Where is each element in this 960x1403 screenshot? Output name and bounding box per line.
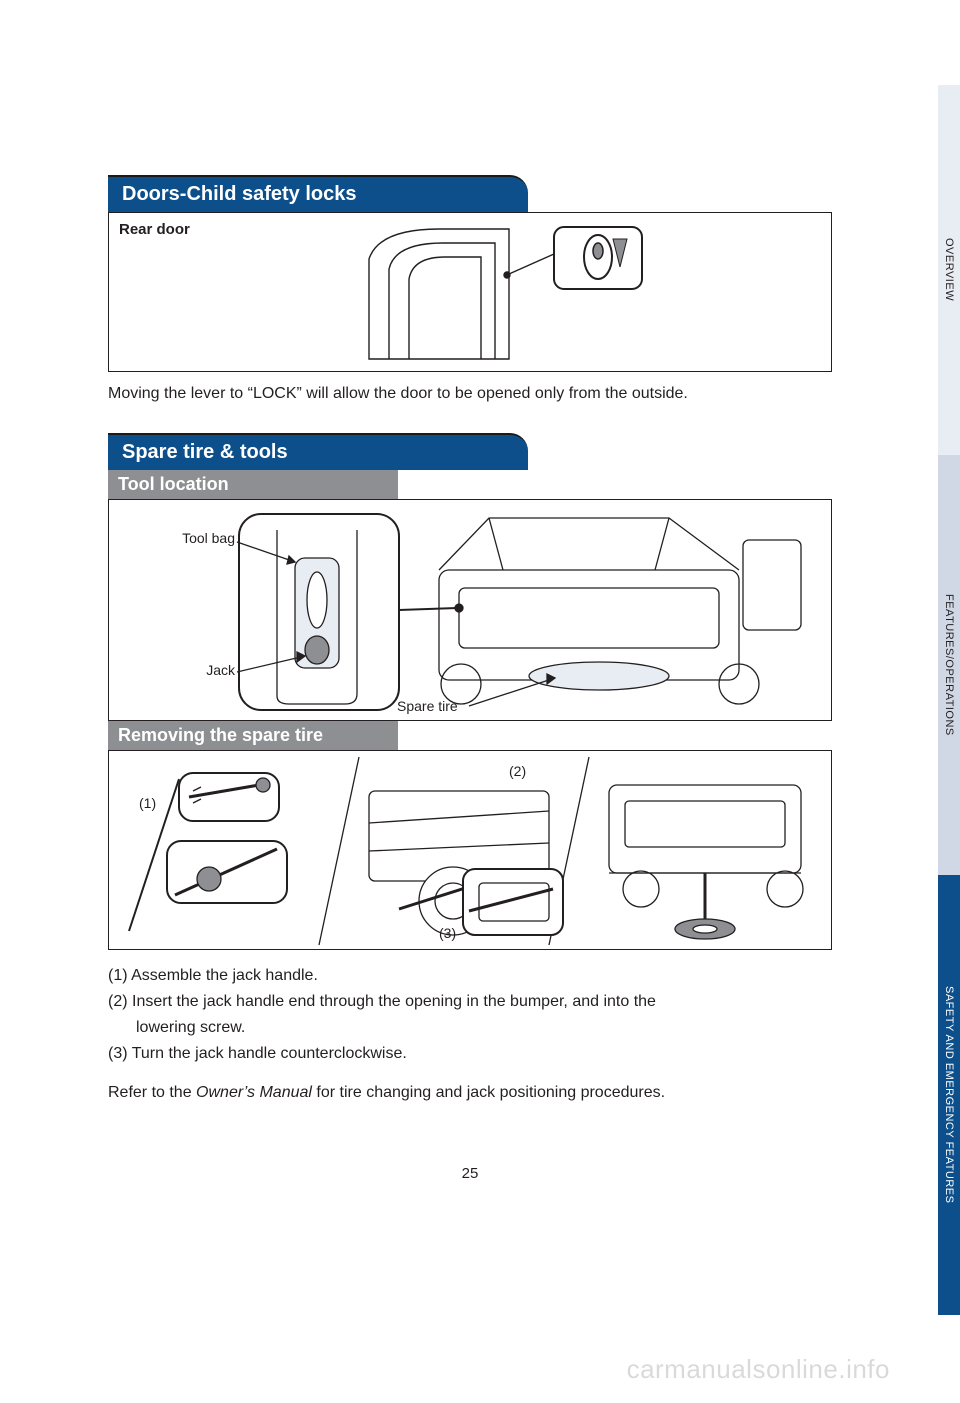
- figure-rear-door: Rear door: [108, 212, 832, 372]
- tab-overview: OVERVIEW: [938, 85, 960, 455]
- label-tool-bag: Tool bag: [167, 530, 235, 546]
- step-2b: lowering screw.: [108, 1016, 832, 1040]
- callout-1: (1): [139, 795, 156, 811]
- section-title-doors: Doors-Child safety locks: [108, 175, 528, 212]
- watermark: carmanualsonline.info: [627, 1354, 890, 1385]
- step-3: (3) Turn the jack handle counterclockwis…: [108, 1042, 832, 1066]
- step-2a: (2) Insert the jack handle end through t…: [108, 990, 832, 1014]
- illustration-removing-spare: [109, 751, 833, 951]
- refer-em: Owner’s Manual: [196, 1084, 312, 1101]
- subheader-tool-location: Tool location: [108, 470, 398, 499]
- label-spare-tire: Spare tire: [397, 698, 458, 714]
- figure-removing-spare: (1) (2) (3): [108, 750, 832, 950]
- page-content: Doors-Child safety locks Rear door Movin…: [108, 175, 832, 1102]
- section-title-spare: Spare tire & tools: [108, 433, 528, 470]
- label-jack: Jack: [199, 662, 235, 678]
- refer-pre: Refer to the: [108, 1084, 196, 1101]
- callout-2: (2): [509, 763, 526, 779]
- illustration-door-lock: [349, 219, 649, 367]
- tab-features: FEATURES/OPERATIONS: [938, 455, 960, 875]
- page-number: 25: [108, 1165, 832, 1182]
- callout-3: (3): [439, 925, 456, 941]
- label-rear-door: Rear door: [119, 221, 190, 238]
- tab-safety: SAFETY AND EMERGENCY FEATURES: [938, 875, 960, 1315]
- refer-post: for tire changing and jack positioning p…: [312, 1084, 665, 1101]
- figure-tool-location: Tool bag Jack Spare tire: [108, 499, 832, 721]
- caption-doors: Moving the lever to “LOCK” will allow th…: [108, 382, 832, 405]
- steps-list: (1) Assemble the jack handle. (2) Insert…: [108, 964, 832, 1066]
- step-1: (1) Assemble the jack handle.: [108, 964, 832, 988]
- subheader-removing: Removing the spare tire: [108, 721, 398, 750]
- refer-text: Refer to the Owner’s Manual for tire cha…: [108, 1084, 832, 1102]
